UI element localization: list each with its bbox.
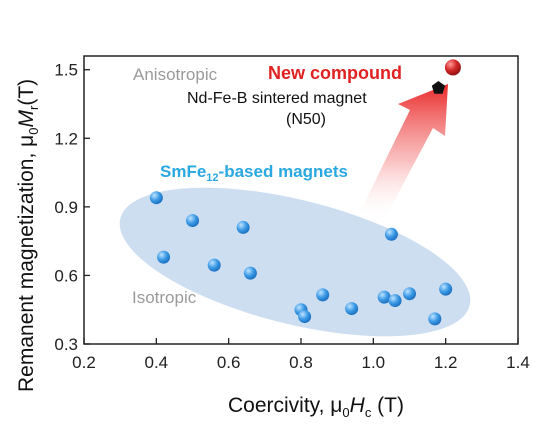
new-compound-label: New compound: [268, 63, 402, 83]
x-tick-label: 0.4: [145, 353, 169, 372]
smfe12-data-point: [298, 310, 312, 324]
x-tick-label: 0.2: [72, 353, 96, 372]
new-compound-point: [444, 59, 461, 76]
y-tick-label: 1.5: [54, 61, 78, 80]
smfe12-data-point: [243, 266, 257, 280]
smfe12-data-point: [388, 294, 402, 308]
smfe12-data-point: [403, 287, 416, 301]
y-axis-ticks: 0.3 0.6 0.9 1.2 1.5: [54, 61, 90, 354]
x-tick-label: 0.8: [289, 353, 313, 372]
smfe12-data-point: [428, 312, 442, 326]
ndfeb-sublabel: (N50): [286, 111, 326, 128]
smfe12-data-point: [207, 258, 221, 272]
smfe12-data-point: [384, 227, 398, 241]
ndfeb-point: [431, 81, 446, 94]
x-tick-label: 1.0: [362, 353, 386, 372]
group-label-rest: -based magnets: [219, 162, 348, 181]
x-axis-ticks: 0.2 0.4 0.6 0.8 1.0 1.2 1.4: [72, 338, 530, 372]
smfe12-group-label: SmFe12-based magnets: [160, 162, 348, 184]
y-tick-label: 0.9: [54, 198, 78, 217]
smfe12-data-point: [345, 302, 359, 316]
smfe12-data-point: [377, 290, 391, 304]
y-axis-label: Remanent magnetization, μ0Mr(T): [15, 79, 41, 392]
group-label-sub: 12: [206, 172, 218, 184]
ndfeb-label: Nd-Fe-B sintered magnet: [187, 90, 367, 107]
y-tick-label: 0.6: [54, 266, 78, 285]
anisotropic-label: Anisotropic: [133, 65, 218, 84]
smfe12-data-point: [186, 214, 199, 228]
isotropic-label: Isotropic: [132, 288, 197, 307]
y-tick-label: 1.2: [54, 129, 78, 148]
smfe12-data-point: [316, 288, 330, 302]
x-axis-label: Coercivity, μ0Hc (T): [228, 394, 404, 420]
smfe12-data-point: [157, 250, 171, 264]
group-label-main: SmFe: [160, 162, 206, 181]
x-tick-label: 1.4: [506, 353, 530, 372]
smfe12-data-point: [149, 191, 163, 205]
x-tick-label: 0.6: [217, 353, 241, 372]
y-tick-label: 0.3: [54, 335, 78, 354]
smfe12-data-point: [236, 220, 250, 234]
x-tick-label: 1.2: [434, 353, 458, 372]
smfe12-data-point: [439, 282, 453, 296]
improvement-arrow: [360, 84, 448, 222]
data-points: [149, 59, 461, 326]
